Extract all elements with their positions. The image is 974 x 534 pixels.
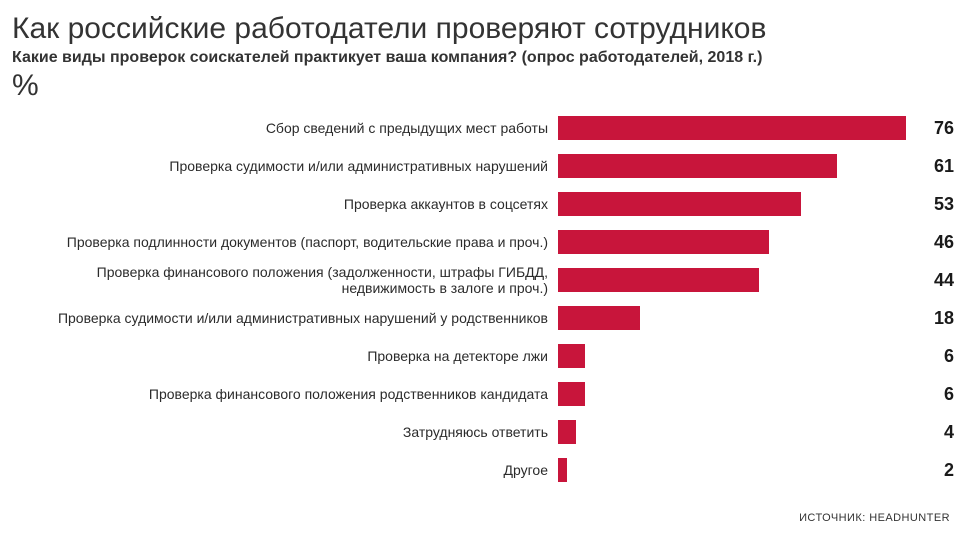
bar-label: Проверка финансового положения (задолжен… bbox=[12, 264, 558, 296]
bar-label: Проверка финансового положения родственн… bbox=[12, 386, 558, 402]
bar-value: 18 bbox=[924, 308, 954, 329]
chart-source: ИСТОЧНИК: HEADHUNTER bbox=[799, 512, 950, 524]
bar-row: Проверка на детекторе лжи 6 bbox=[12, 337, 954, 375]
bar-label: Другое bbox=[12, 462, 558, 478]
bar-cell bbox=[558, 337, 916, 375]
bar-row: Проверка судимости и/или административны… bbox=[12, 147, 954, 185]
bar-value: 44 bbox=[924, 270, 954, 291]
bar-cell bbox=[558, 413, 916, 451]
bar-label: Проверка судимости и/или административны… bbox=[12, 310, 558, 326]
bar-row: Проверка подлинности документов (паспорт… bbox=[12, 223, 954, 261]
bar bbox=[558, 116, 906, 140]
bar-value: 76 bbox=[924, 118, 954, 139]
bar-row: Проверка финансового положения (задолжен… bbox=[12, 261, 954, 299]
bar-value: 61 bbox=[924, 156, 954, 177]
bar-cell bbox=[558, 109, 916, 147]
bar-label: Сбор сведений с предыдущих мест работы bbox=[12, 120, 558, 136]
bar-value: 46 bbox=[924, 232, 954, 253]
bar-label: Проверка подлинности документов (паспорт… bbox=[12, 234, 558, 250]
bar-cell bbox=[558, 261, 916, 299]
bar-row: Сбор сведений с предыдущих мест работы 76 bbox=[12, 109, 954, 147]
bar bbox=[558, 154, 837, 178]
bar-value: 6 bbox=[924, 346, 954, 367]
bar-cell bbox=[558, 185, 916, 223]
bar-value: 6 bbox=[924, 384, 954, 405]
bar-label: Затрудняюсь ответить bbox=[12, 424, 558, 440]
bar-value: 2 bbox=[924, 460, 954, 481]
bar bbox=[558, 344, 585, 368]
bar-row: Проверка судимости и/или административны… bbox=[12, 299, 954, 337]
bar-cell bbox=[558, 223, 916, 261]
bar bbox=[558, 306, 640, 330]
bar-row: Проверка финансового положения родственн… bbox=[12, 375, 954, 413]
percent-symbol: % bbox=[12, 69, 954, 103]
bar bbox=[558, 458, 567, 482]
bar-value: 4 bbox=[924, 422, 954, 443]
bar-rows: Сбор сведений с предыдущих мест работы 76… bbox=[12, 109, 954, 489]
bar-cell bbox=[558, 147, 916, 185]
bar bbox=[558, 230, 769, 254]
bar-label: Проверка на детекторе лжи bbox=[12, 348, 558, 364]
chart-container: Как российские работодатели проверяют со… bbox=[0, 0, 974, 534]
chart-subtitle: Какие виды проверок соискателей практику… bbox=[12, 49, 954, 67]
bar-row: Другое 2 bbox=[12, 451, 954, 489]
bar-row: Проверка аккаунтов в соцсетях 53 bbox=[12, 185, 954, 223]
bar-row: Затрудняюсь ответить 4 bbox=[12, 413, 954, 451]
bar bbox=[558, 268, 759, 292]
bar-label: Проверка аккаунтов в соцсетях bbox=[12, 196, 558, 212]
bar-cell bbox=[558, 451, 916, 489]
bar-value: 53 bbox=[924, 194, 954, 215]
bar bbox=[558, 192, 801, 216]
bar-label: Проверка судимости и/или административны… bbox=[12, 158, 558, 174]
chart-title: Как российские работодатели проверяют со… bbox=[12, 12, 954, 45]
bar-cell bbox=[558, 375, 916, 413]
bar bbox=[558, 382, 585, 406]
bar-cell bbox=[558, 299, 916, 337]
bar bbox=[558, 420, 576, 444]
